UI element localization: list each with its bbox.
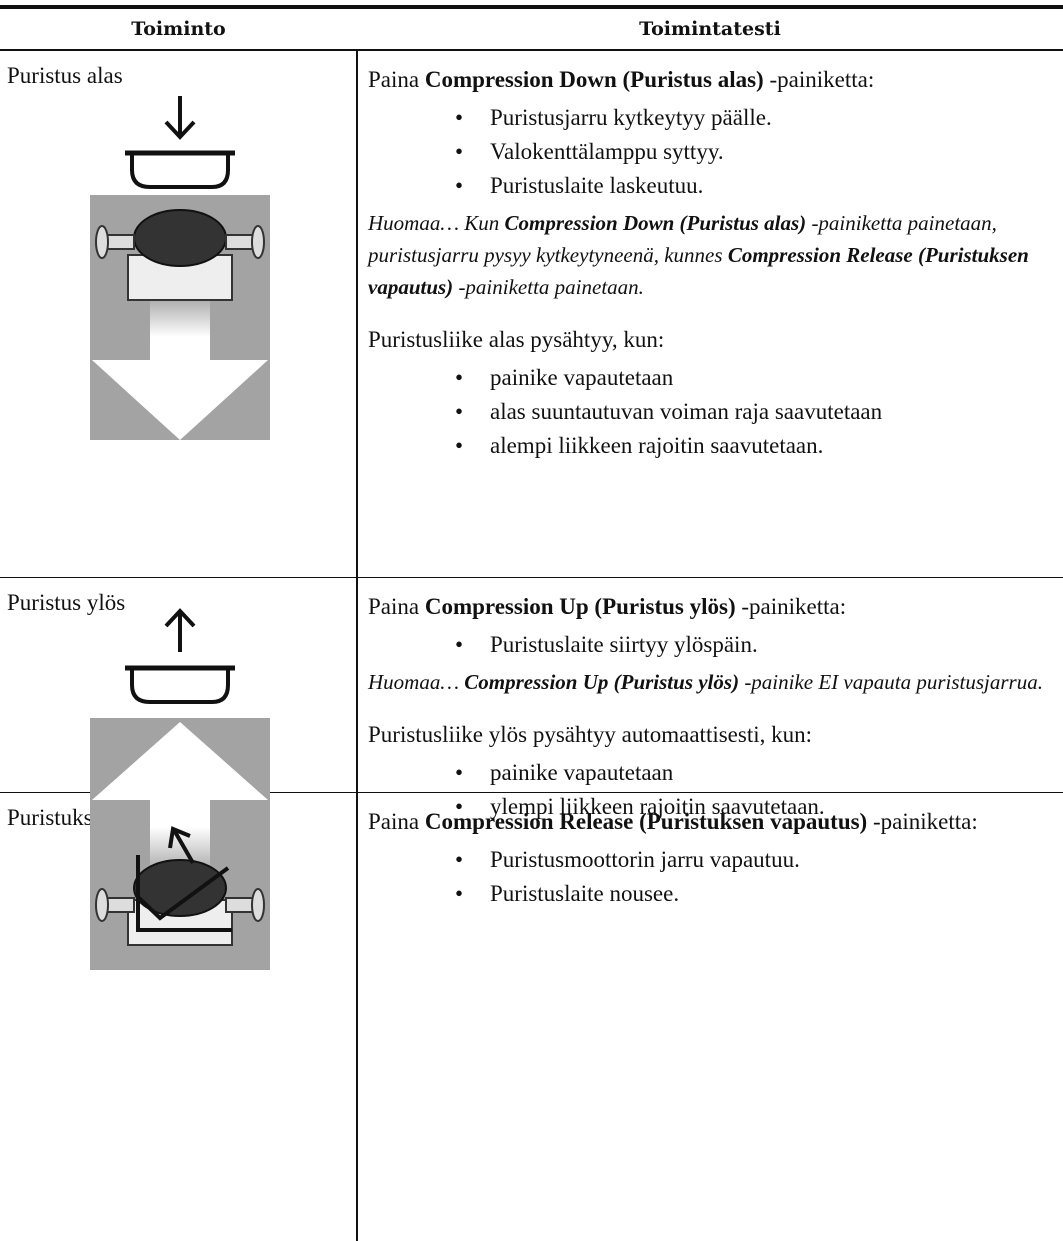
bullet-item: alas suuntautuvan voiman raja saavutetaa… [455,395,1055,429]
bold-text: Compression Release (Puristuksen vapautu… [424,809,868,834]
text-run: Puristusliike alas pysähtyy, kun: [368,327,665,352]
paragraph: Puristusliike ylös pysähtyy automaattise… [368,718,1055,752]
note: Huomaa… Compression Up (Puristus ylös) -… [368,666,1055,698]
text-run: Paina [368,67,425,92]
bold-text: Compression Release (Puristuksen vapautu… [368,243,1029,299]
text-run: -painiketta painetaan. [453,275,644,299]
bullet-item: Puristusmoottorin jarru vapautuu. [455,843,1055,877]
text-run: -painiketta painetaan, puristusjarru pys… [368,211,997,267]
paragraph: Puristusliike alas pysähtyy, kun: [368,323,1055,357]
bold-text: Compression Down (Puristus alas) [504,211,807,235]
text-run: Paina [368,594,425,619]
table-row: Puristus ylös Paina Compression Up (Puris… [0,578,1063,824]
bullet-item: alempi liikkeen rajoitin saavutetaan. [455,429,1055,463]
icon-compression-release [136,826,232,932]
bullet-list: painike vapautetaanalas suuntautuvan voi… [368,361,1055,463]
text-run: Puristusliike ylös pysähtyy automaattise… [368,722,813,747]
header-cell: Toiminto [0,5,357,51]
bullet-item: Puristuslaite laskeutuu. [455,169,1055,203]
function-label: Puristus alas [7,63,123,88]
icon-compression-down [90,96,270,440]
note: Huomaa… Kun Compression Down (Puristus a… [368,207,1055,303]
paragraph: Paina Compression Up (Puristus ylös) -pa… [368,590,1055,624]
bullet-item: painike vapautetaan [455,756,1055,790]
bullet-item: Puristusjarru kytkeytyy päälle. [455,101,1055,135]
bold-text: Compression Down (Puristus alas) [424,67,764,92]
bullet-item: Puristuslaite nousee. [455,877,1055,911]
bullet-list: Puristusjarru kytkeytyy päälle.Valokentt… [368,101,1055,203]
bold-text: Compression Up (Puristus ylös) [464,670,740,694]
text-run: Paina [368,809,425,834]
bullet-item: Puristuslaite siirtyy ylöspäin. [455,628,1055,662]
text-run: Huomaa… [368,670,465,694]
bold-text: Compression Up (Puristus ylös) [424,594,736,619]
bullet-item: painike vapautetaan [455,361,1055,395]
table-row: Puristus alas Paina Compression Down (Pur… [0,51,1063,578]
paragraph: Paina Compression Down (Puristus alas) -… [368,63,1055,97]
text-run: -painike EI vapauta puristusjarrua. [739,670,1043,694]
function-label: Puristus ylös [7,590,126,615]
header-cell: Toimintatesti [357,5,1063,51]
bullet-list: Puristusmoottorin jarru vapautuu.Puristu… [368,843,1055,911]
test-cell: Paina Compression Release (Puristuksen v… [368,805,1055,915]
column-divider [356,51,358,1241]
text-run: Huomaa… Kun [368,211,505,235]
icon-compression-up [90,608,270,970]
text-run: -painiketta: [763,67,875,92]
text-run: -painiketta: [735,594,847,619]
test-cell: Paina Compression Up (Puristus ylös) -pa… [368,590,1055,828]
bullet-list: Puristuslaite siirtyy ylöspäin. [368,628,1055,662]
bullet-item: ylempi liikkeen rajoitin saavutetaan. [455,790,1055,824]
test-cell: Paina Compression Down (Puristus alas) -… [368,63,1055,467]
bullet-list: painike vapautetaanylempi liikkeen rajoi… [368,756,1055,824]
paragraph: Paina Compression Release (Puristuksen v… [368,805,1055,839]
text-run: -painiketta: [867,809,978,834]
bullet-item: Valokenttälamppu syttyy. [455,135,1055,169]
